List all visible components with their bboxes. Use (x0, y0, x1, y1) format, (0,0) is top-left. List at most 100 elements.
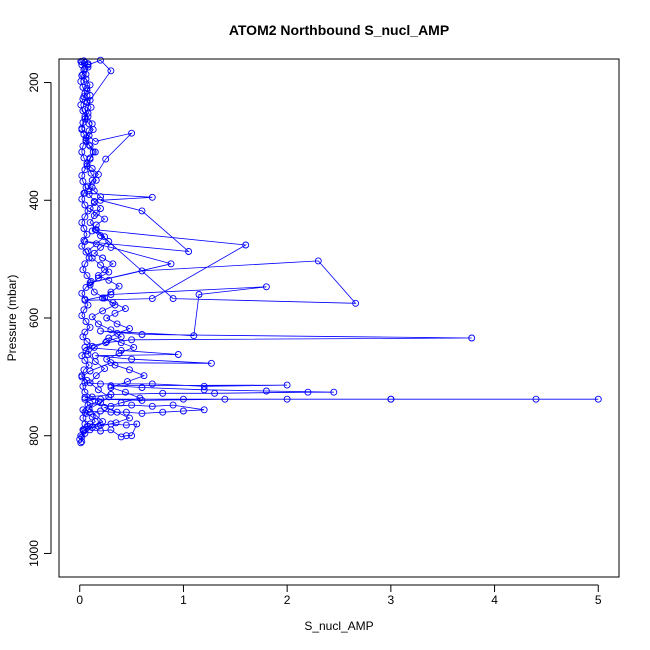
data-point (314, 257, 322, 265)
data-point (88, 227, 96, 235)
data-point (80, 130, 88, 138)
x-tick-label: 2 (284, 593, 291, 607)
data-point (128, 355, 136, 363)
data-point (86, 142, 94, 150)
data-point (105, 334, 113, 342)
data-point (78, 72, 86, 79)
data-point (86, 154, 94, 162)
data-point (103, 314, 111, 322)
plot-marks (76, 56, 602, 447)
data-point (79, 333, 87, 341)
data-point (101, 404, 109, 411)
data-point (111, 309, 119, 317)
x-tick-label: 0 (76, 593, 83, 607)
data-point (90, 288, 98, 296)
x-tick-label: 3 (388, 593, 395, 607)
data-point (82, 75, 90, 83)
data-point (101, 365, 109, 373)
data-point (101, 215, 109, 223)
data-point (109, 260, 117, 268)
data-point (148, 380, 156, 388)
data-point (330, 388, 338, 396)
data-point (84, 301, 92, 309)
data-point (128, 336, 136, 344)
data-point (90, 199, 98, 207)
data-point (82, 347, 90, 355)
data-point (84, 351, 92, 358)
y-axis-label: Pressure (mbar) (5, 275, 19, 362)
data-point (115, 282, 123, 290)
data-point (83, 87, 91, 95)
data-point (79, 70, 87, 78)
data-point (117, 433, 125, 441)
data-point (92, 372, 100, 380)
data-point (103, 338, 111, 345)
data-point (81, 408, 89, 416)
data-point (79, 414, 87, 422)
data-point (92, 176, 100, 184)
data-point (78, 242, 86, 250)
series-4 (79, 57, 148, 434)
data-point (107, 288, 115, 296)
data-point (117, 399, 125, 407)
data-point (81, 343, 89, 351)
data-point (78, 219, 86, 227)
data-point (169, 401, 177, 409)
data-point (107, 326, 115, 334)
data-point (94, 422, 102, 430)
data-point (136, 394, 144, 402)
data-point (79, 382, 87, 390)
data-point (107, 384, 115, 391)
data-point (81, 379, 89, 387)
series-line (80, 59, 599, 442)
data-point (99, 254, 107, 262)
data-point (80, 225, 88, 232)
data-point (94, 274, 102, 282)
data-point (123, 378, 131, 386)
data-point (138, 409, 146, 417)
data-point (80, 57, 88, 65)
data-point (92, 221, 100, 229)
data-point (80, 366, 88, 374)
series-1 (77, 56, 602, 446)
data-point (195, 291, 203, 298)
data-point (90, 212, 98, 220)
data-point (86, 379, 94, 387)
data-point (77, 57, 85, 65)
data-point (262, 283, 270, 291)
y-axis: 200 400 600 800 1000 (27, 72, 52, 567)
data-point (113, 408, 121, 416)
data-point (126, 414, 133, 422)
x-axis: 0 1 2 3 4 5 (76, 584, 602, 607)
series-2 (77, 57, 102, 447)
data-point (90, 187, 98, 195)
data-point (76, 435, 84, 443)
data-point (94, 320, 102, 328)
data-point (107, 382, 115, 390)
data-point (81, 328, 89, 336)
data-point (81, 394, 89, 401)
data-point (169, 295, 177, 303)
data-point (101, 266, 109, 274)
data-point (87, 103, 95, 111)
data-point (221, 395, 229, 403)
data-point (84, 422, 92, 430)
data-point (113, 329, 121, 337)
data-point (99, 294, 107, 302)
data-point (159, 408, 167, 416)
data-point (207, 359, 215, 367)
data-point (77, 432, 85, 440)
data-point (97, 380, 104, 388)
data-point (81, 201, 89, 209)
data-point (83, 272, 91, 280)
data-point (97, 243, 104, 251)
data-point (81, 64, 89, 72)
data-point (80, 236, 88, 244)
data-point (138, 396, 146, 404)
data-point (102, 155, 110, 163)
data-point (179, 407, 187, 415)
data-point (88, 393, 96, 401)
data-point (78, 172, 86, 180)
data-point (89, 126, 97, 134)
data-point (88, 413, 96, 421)
